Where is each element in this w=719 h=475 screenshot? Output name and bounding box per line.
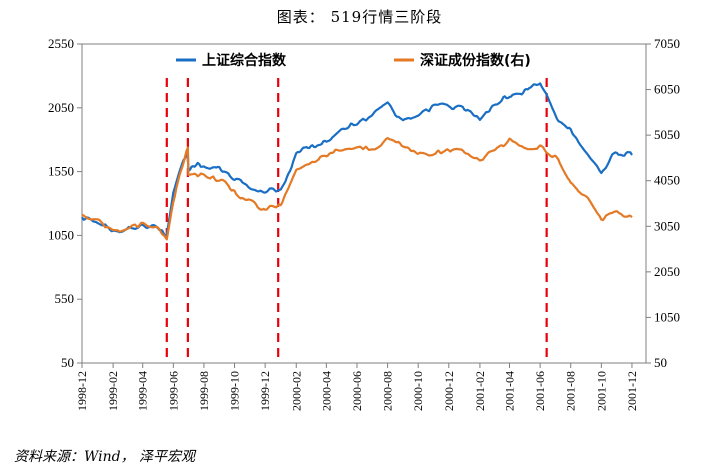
x-tick-label: 1999-06	[166, 371, 180, 411]
right-tick-label: 7050	[654, 36, 680, 51]
right-tick-label: 50	[654, 355, 667, 370]
series-line-shanghai	[81, 82, 633, 238]
x-tick-label: 1999-12	[258, 371, 272, 411]
source-note: 资料来源：Wind， 泽平宏观	[14, 449, 196, 465]
event-markers	[165, 78, 548, 363]
x-tick-label: 1999-04	[136, 371, 150, 411]
left-tick-label: 50	[61, 355, 74, 370]
x-tick-label: 2001-10	[594, 371, 608, 411]
x-tick-label: 1999-10	[228, 371, 242, 411]
x-tick-label: 2001-08	[564, 371, 578, 411]
x-tick-label: 2000-06	[350, 371, 364, 411]
x-tick-label: 2001-02	[473, 371, 487, 411]
x-tick-label: 2001-04	[503, 371, 517, 411]
legend-label-shenzhen: 深证成份指数(右)	[420, 52, 531, 69]
left-tick-label: 550	[55, 291, 75, 306]
x-tick-label: 2001-12	[625, 371, 639, 411]
chart-legend: 上证综合指数 深证成份指数(右)	[176, 52, 531, 69]
x-tick-label: 2000-10	[411, 371, 425, 411]
x-tick-label: 1998-12	[75, 371, 89, 411]
chart-title: 图表： 519行情三阶段	[276, 8, 443, 26]
series-lines	[81, 82, 633, 241]
x-tick-label: 2000-02	[289, 371, 303, 411]
x-tick-label: 1999-08	[197, 371, 211, 411]
plot-frame	[81, 43, 647, 364]
legend-label-shanghai: 上证综合指数	[202, 52, 287, 69]
right-tick-label: 1050	[654, 309, 680, 324]
right-tick-label: 6050	[654, 82, 680, 97]
right-tick-label: 3050	[654, 218, 680, 233]
x-tick-label: 2000-08	[381, 371, 395, 411]
left-tick-label: 1550	[48, 164, 74, 179]
line-chart: 50 550 1050 1550 2050 2550 50 1050 2050 3050 4050 5…	[48, 36, 680, 411]
right-tick-label: 2050	[654, 264, 680, 279]
right-tick-label: 4050	[654, 173, 680, 188]
x-tick-label: 2000-04	[319, 371, 333, 411]
left-tick-label: 1050	[48, 227, 74, 242]
left-tick-label: 2050	[48, 100, 74, 115]
right-tick-label: 5050	[654, 127, 680, 142]
x-tick-label: 2000-12	[442, 371, 456, 411]
left-tick-label: 2550	[48, 36, 74, 51]
x-tick-label: 2001-06	[533, 371, 547, 411]
x-tick-label: 1999-02	[106, 371, 120, 411]
series-line-shenzhen	[81, 137, 633, 241]
chart-axes: 50 550 1050 1550 2050 2550 50 1050 2050 3050 4050 5…	[48, 36, 680, 411]
